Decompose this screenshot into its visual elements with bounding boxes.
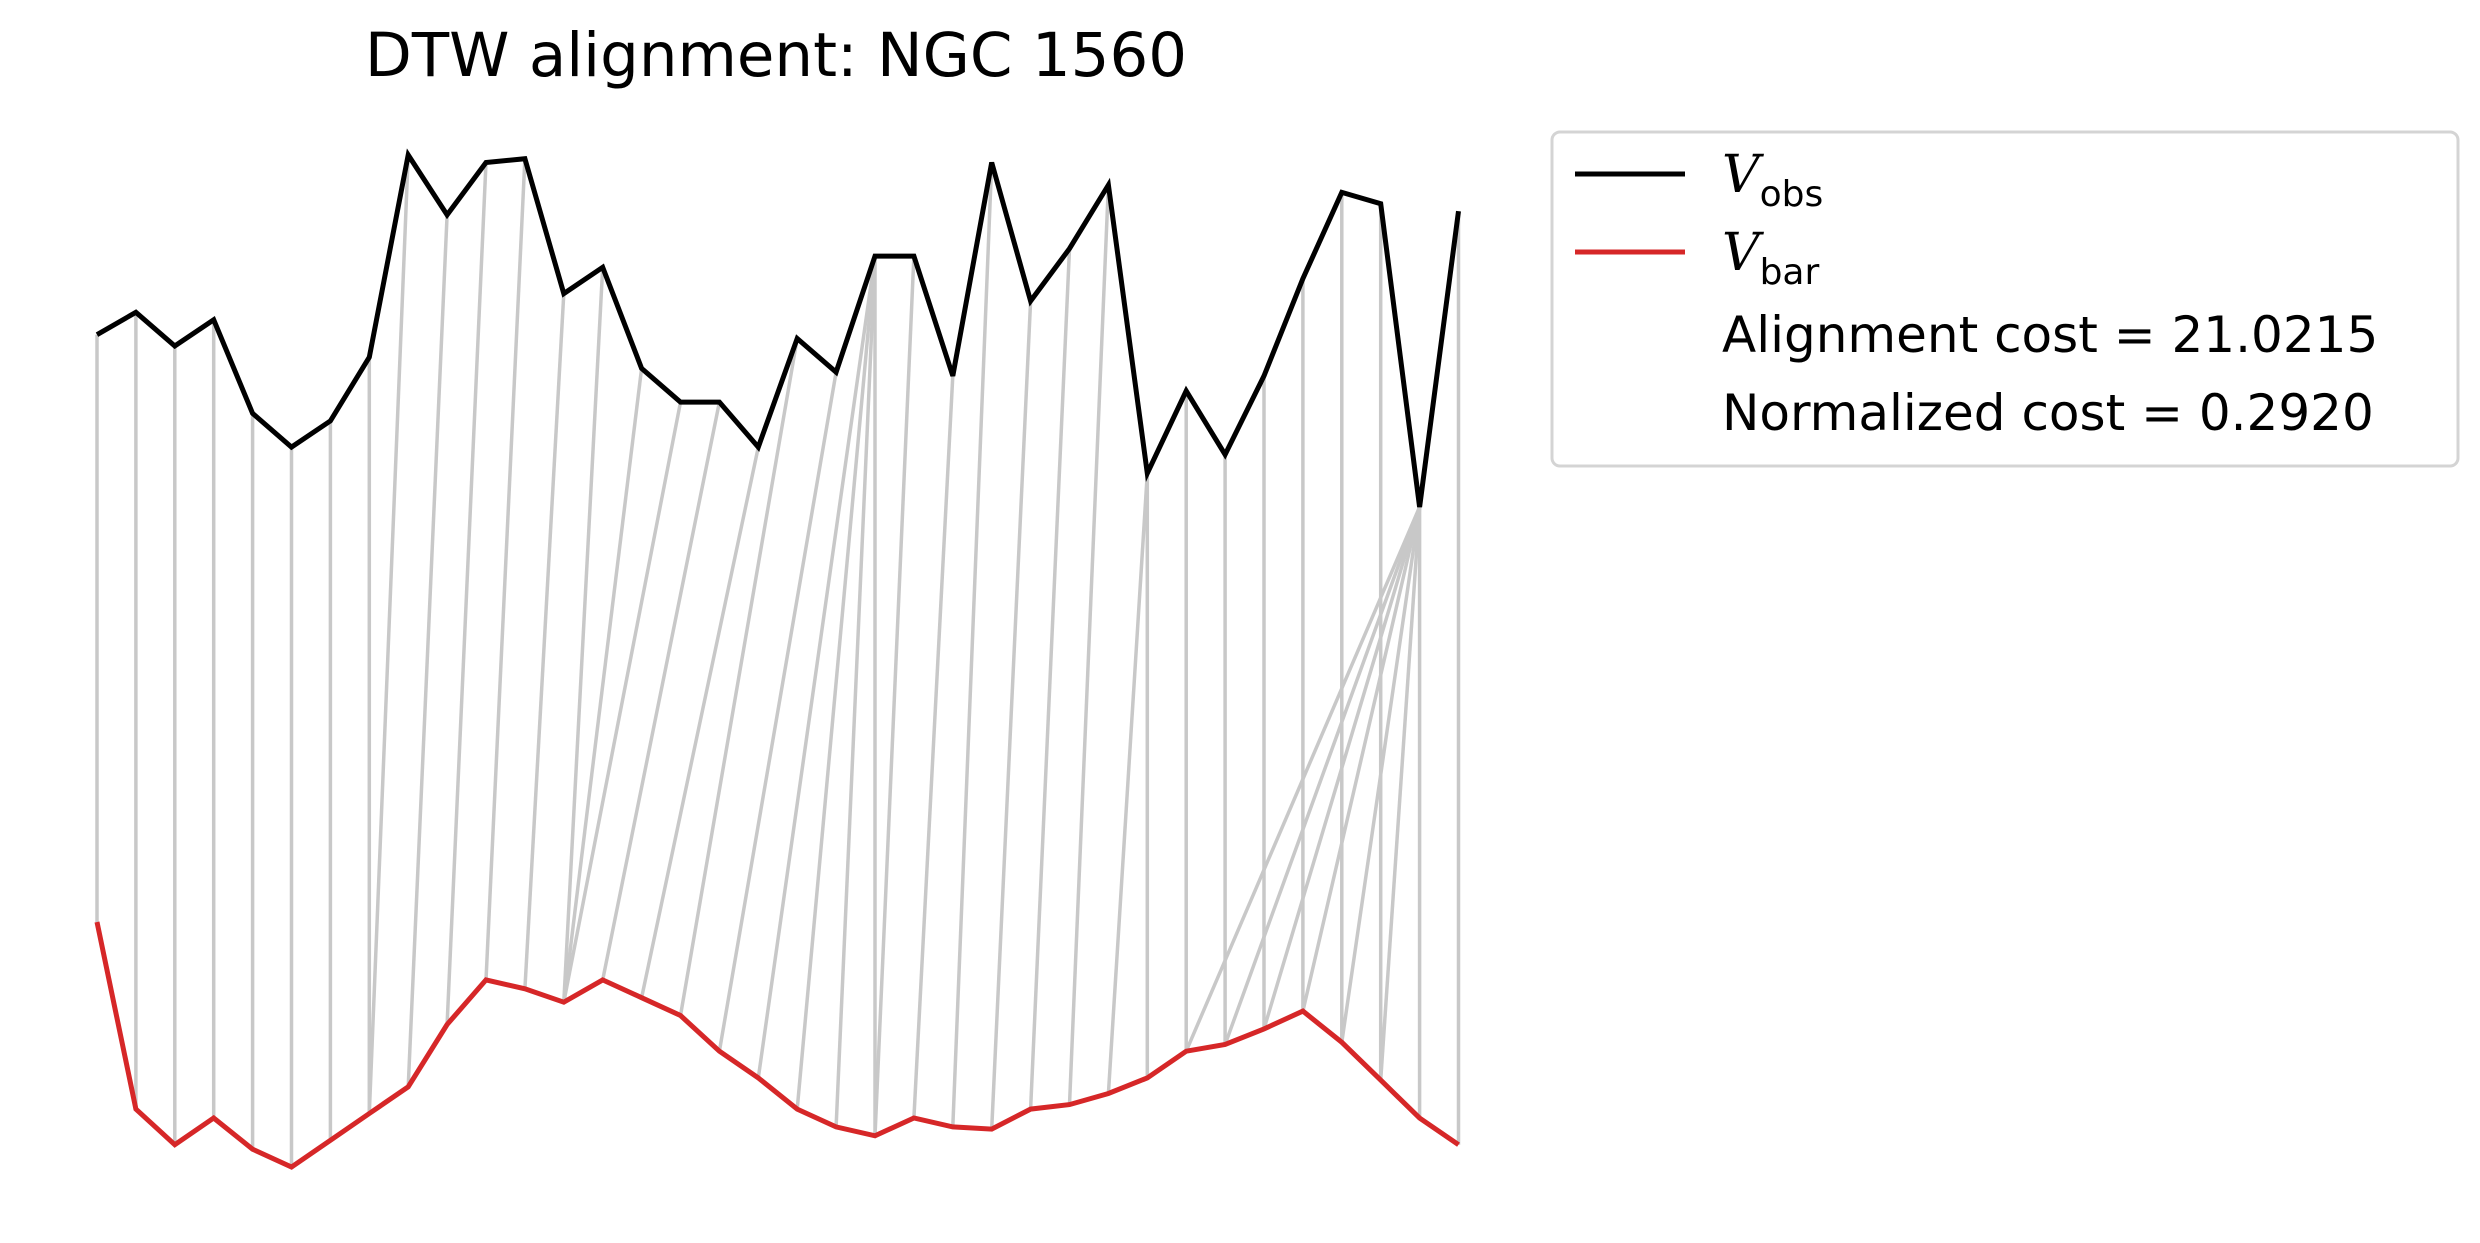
alignment-connector bbox=[756, 255, 877, 1079]
alignment-connector bbox=[562, 368, 644, 1003]
alignment-connector bbox=[562, 401, 683, 1003]
chart-title: DTW alignment: NGC 1560 bbox=[365, 20, 1187, 91]
series-line-v-obs bbox=[95, 148, 1461, 508]
alignment-connector bbox=[367, 154, 410, 1114]
legend-label-obs: Vobs bbox=[1722, 145, 1823, 215]
alignment-connector bbox=[562, 267, 605, 1003]
alignment-connector bbox=[1340, 506, 1422, 1043]
alignment-connector bbox=[795, 255, 877, 1110]
legend-frame bbox=[1550, 130, 2460, 468]
alignment-connector bbox=[873, 256, 916, 1136]
alignment-connector bbox=[951, 162, 994, 1127]
alignment-connector bbox=[678, 338, 799, 1016]
legend-alignment-cost: Alignment cost = 21.0215 bbox=[1722, 306, 2378, 364]
alignment-connector bbox=[834, 256, 877, 1127]
legend-normalized-cost: Normalized cost = 0.2920 bbox=[1722, 384, 2374, 442]
alignment-connector bbox=[406, 214, 449, 1087]
alignment-connector bbox=[1067, 184, 1111, 1105]
series-line-v-bar bbox=[94, 921, 1460, 1170]
alignment-connector bbox=[484, 158, 527, 980]
legend: Vobs Vbar Alignment cost = 21.0215 Norma… bbox=[1550, 130, 2460, 468]
alignment-connector bbox=[639, 446, 761, 999]
alignment-connector bbox=[1106, 473, 1150, 1094]
alignment-connector bbox=[989, 300, 1033, 1130]
alignment-connector bbox=[1301, 506, 1422, 1012]
alignment-connector bbox=[717, 371, 838, 1052]
alignment-connectors bbox=[95, 154, 1461, 1167]
alignment-connector bbox=[600, 401, 722, 981]
series-lines bbox=[94, 148, 1461, 1170]
alignment-connector bbox=[1028, 248, 1072, 1110]
alignment-connector bbox=[1262, 506, 1422, 1030]
alignment-connector bbox=[1378, 506, 1422, 1081]
alignment-connector bbox=[445, 162, 488, 1025]
alignment-connector bbox=[912, 375, 955, 1119]
alignment-connector bbox=[523, 293, 566, 989]
alignment-connector bbox=[1223, 506, 1422, 1046]
alignment-connector bbox=[1184, 506, 1422, 1052]
legend-label-bar: Vbar bbox=[1722, 223, 1819, 293]
